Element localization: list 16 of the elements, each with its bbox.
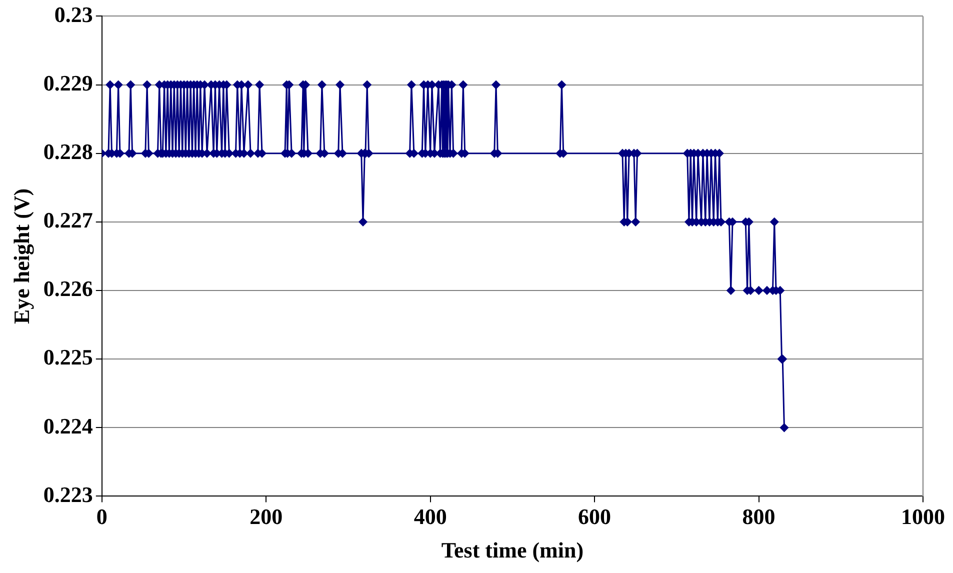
y-axis-title: Eye height (V) — [8, 188, 34, 324]
y-tick-label: 0.225 — [43, 344, 93, 370]
x-tick-label: 1000 — [901, 504, 945, 530]
x-tick-label: 600 — [578, 504, 612, 530]
y-tick-label: 0.228 — [43, 139, 93, 164]
x-axis-title: Test time (min) — [441, 537, 584, 562]
x-tick-label: 800 — [742, 504, 776, 530]
y-tick-label: 0.223 — [43, 482, 93, 507]
y-tick-label: 0.226 — [43, 276, 93, 302]
x-tick-label: 0 — [96, 504, 108, 530]
x-tick-label: 200 — [250, 504, 283, 530]
y-tick-label: 0.229 — [43, 70, 93, 96]
y-tick-label: 0.224 — [43, 413, 93, 438]
y-tick-label: 0.23 — [54, 2, 93, 27]
y-tick-label: 0.227 — [43, 208, 93, 233]
x-tick-label: 400 — [414, 504, 447, 530]
